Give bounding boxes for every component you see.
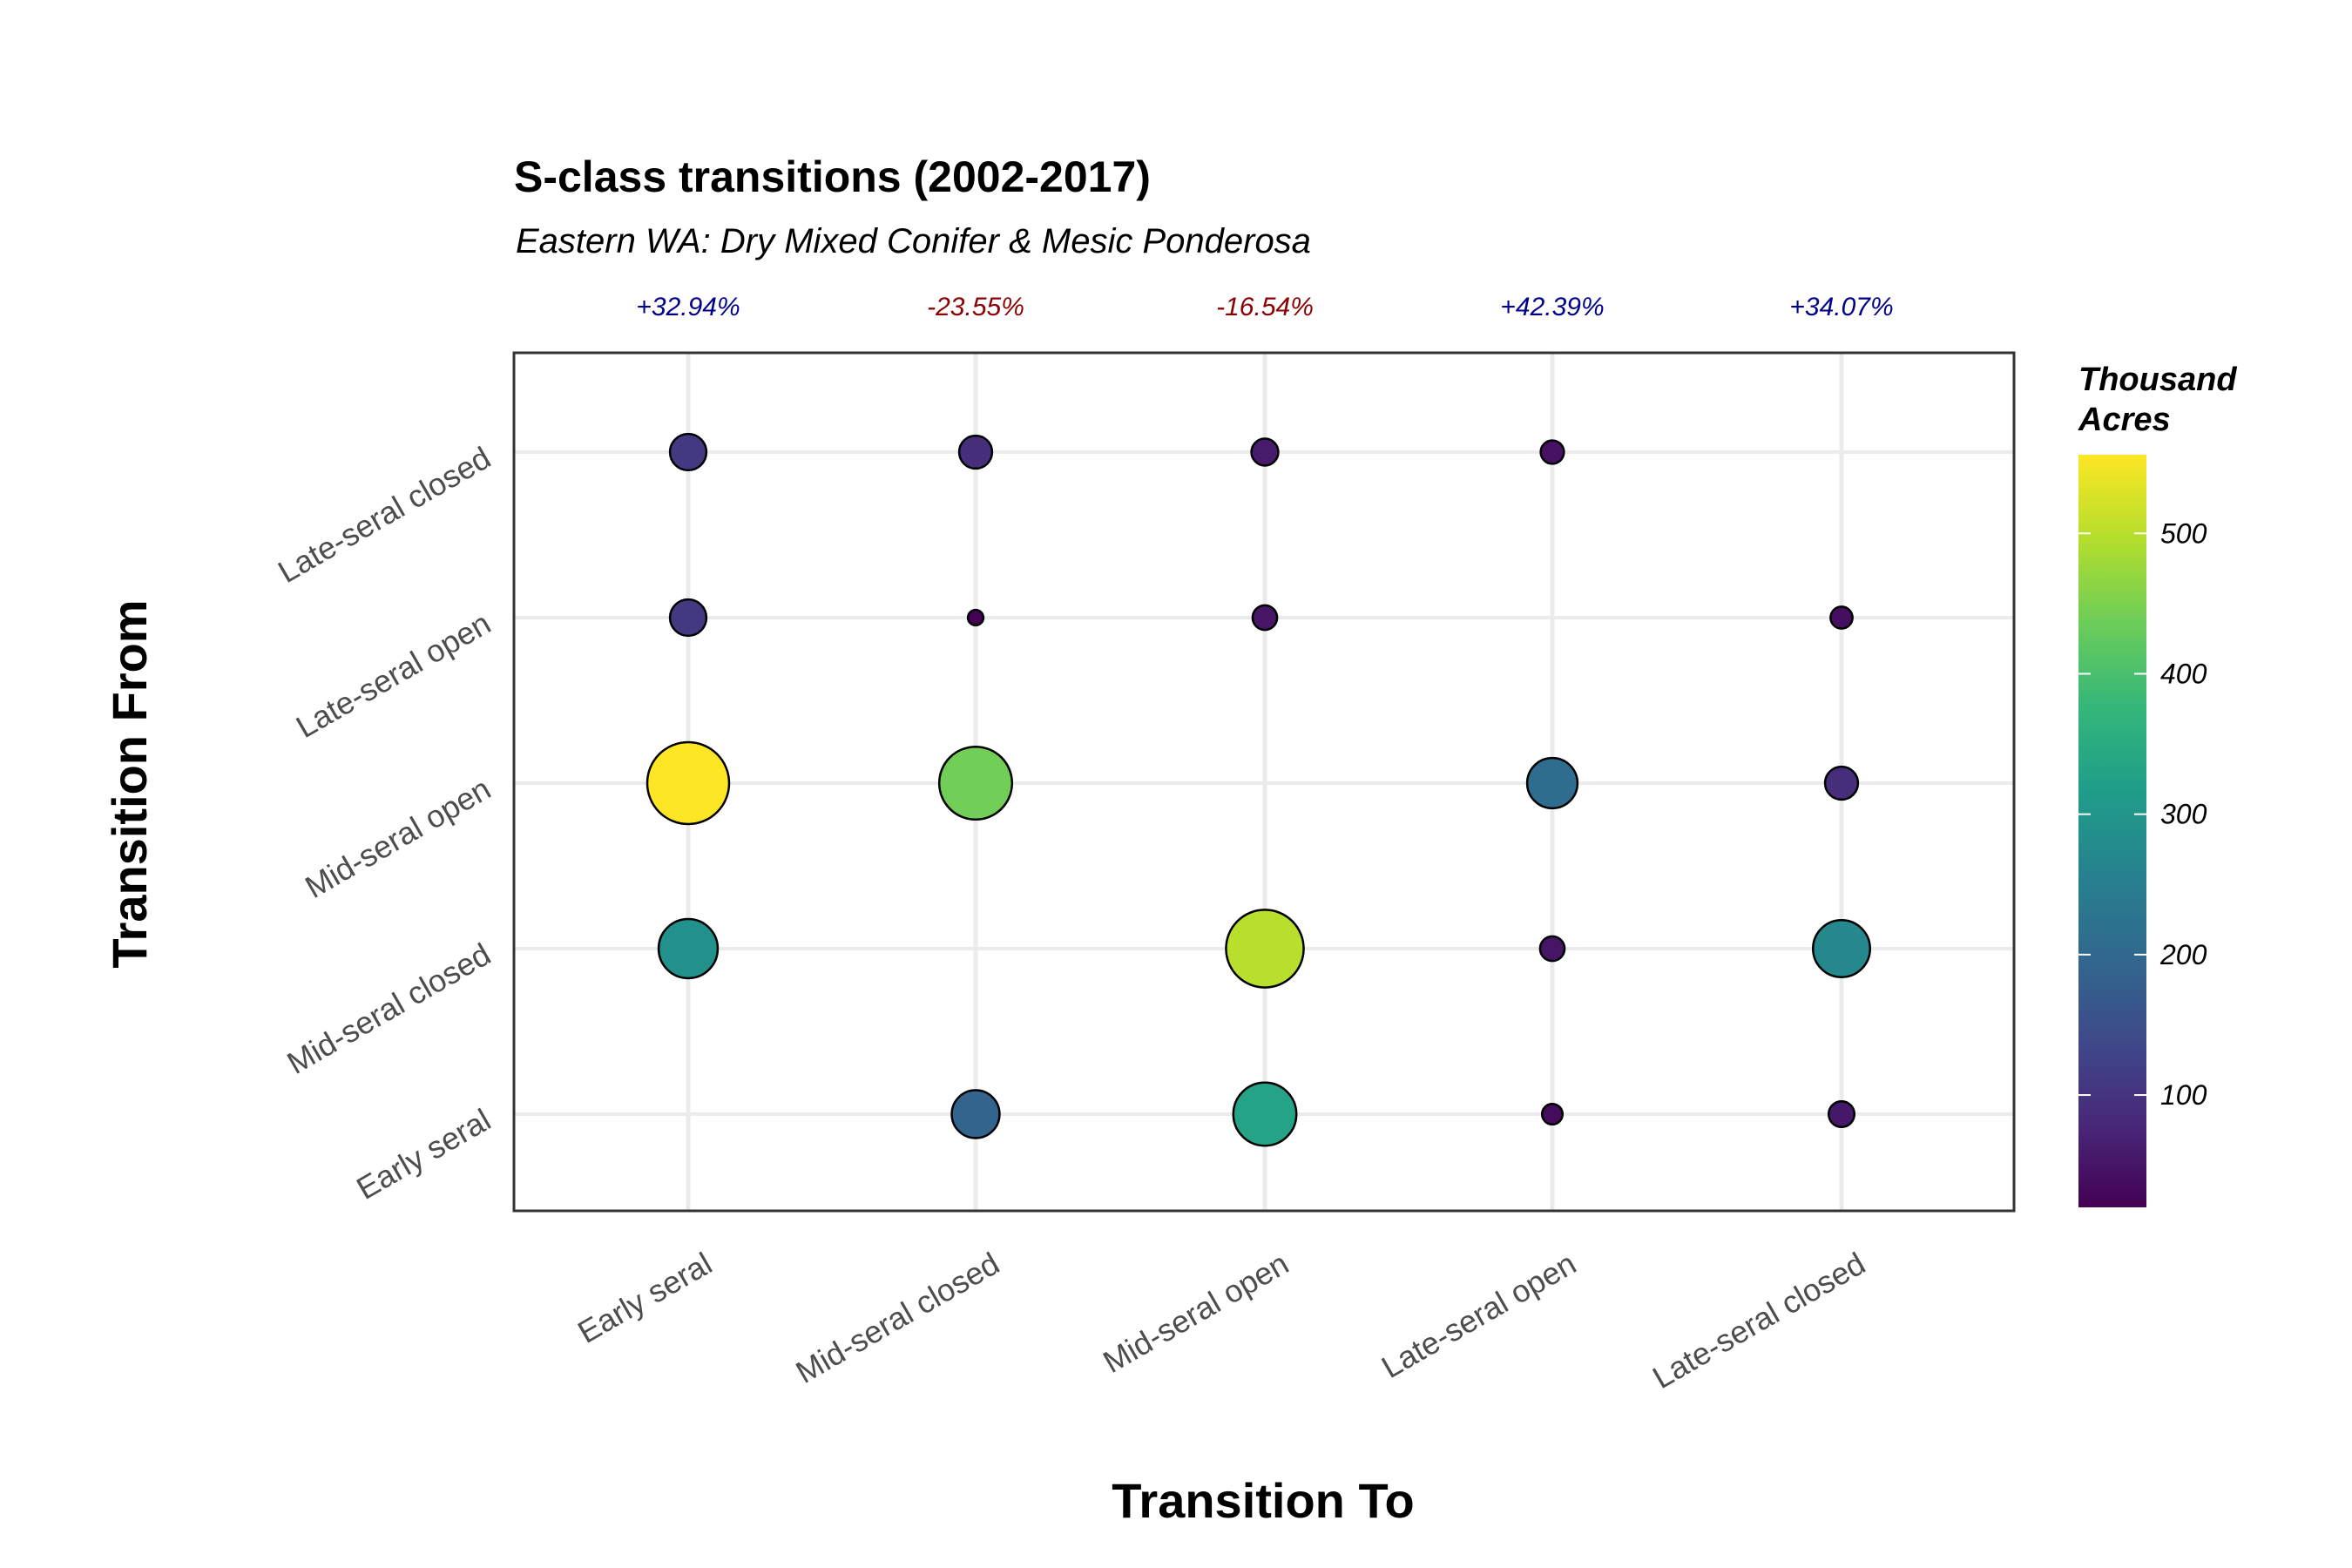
point-mid-seral-closed-to-late-seral-open: [1538, 935, 1566, 963]
change-label-late-seral-open: +42.39%: [1500, 293, 1604, 321]
column-change-labels: +32.94% -23.55% -16.54% +42.39% +34.07%: [636, 293, 1893, 321]
point-late-seral-closed-to-late-seral-open: [1539, 439, 1565, 465]
point-late-seral-closed-to-mid-seral-closed: [957, 434, 994, 470]
plot-panel: [512, 351, 2016, 1213]
point-mid-seral-open-to-early-seral: [645, 740, 731, 826]
color-legend: Thousand Acres 100 200 300 400 500: [2078, 362, 2237, 1207]
legend-tick-label-400: 400: [2160, 658, 2207, 689]
x-tick-late-seral-open: Late-seral open: [1375, 1245, 1582, 1385]
point-late-seral-closed-to-mid-seral-open: [1250, 437, 1280, 467]
y-tick-mid-seral-open: Mid-seral open: [299, 770, 497, 905]
point-mid-seral-closed-to-early-seral: [657, 917, 720, 980]
x-tick-late-seral-closed: Late-seral closed: [1646, 1245, 1871, 1396]
change-label-mid-seral-closed: -23.55%: [927, 293, 1024, 321]
legend-tick-label-200: 200: [2159, 939, 2207, 970]
point-early-seral-to-late-seral-open: [1540, 1102, 1565, 1126]
point-mid-seral-open-to-late-seral-open: [1525, 756, 1579, 810]
change-label-late-seral-closed: +34.07%: [1789, 293, 1893, 321]
y-tick-late-seral-closed: Late-seral closed: [272, 439, 497, 590]
legend-tick-label-500: 500: [2160, 517, 2207, 549]
point-early-seral-to-mid-seral-closed: [950, 1089, 1001, 1139]
x-axis-tick-labels: Early seral Mid-seral closed Mid-seral ope…: [571, 1245, 1871, 1396]
legend-title-line-2: Acres: [2078, 402, 2171, 438]
chart-subtitle: Eastern WA: Dry Mixed Conifer & Mesic Po…: [516, 222, 1311, 260]
data-points: [645, 432, 1871, 1147]
chart-title: S-class transitions (2002-2017): [514, 152, 1151, 201]
point-late-seral-open-to-mid-seral-open: [1251, 604, 1279, 632]
x-tick-mid-seral-open: Mid-seral open: [1097, 1245, 1294, 1380]
point-late-seral-open-to-early-seral: [668, 598, 708, 638]
point-early-seral-to-mid-seral-open: [1232, 1081, 1298, 1147]
y-axis-title: Transition From: [102, 599, 157, 968]
point-mid-seral-closed-to-late-seral-closed: [1812, 919, 1871, 978]
point-late-seral-open-to-mid-seral-closed: [966, 608, 985, 627]
y-tick-early-seral: Early seral: [350, 1101, 497, 1206]
x-axis-title: Transition To: [1112, 1473, 1414, 1528]
x-tick-mid-seral-closed: Mid-seral closed: [790, 1245, 1005, 1390]
legend-ticks: 100 200 300 400 500: [2078, 517, 2207, 1111]
y-axis-tick-labels: Early seral Mid-seral closed Mid-seral ope…: [272, 439, 497, 1206]
point-mid-seral-open-to-late-seral-closed: [1823, 765, 1860, 801]
point-late-seral-open-to-late-seral-closed: [1829, 605, 1854, 630]
y-tick-late-seral-open: Late-seral open: [290, 605, 497, 745]
point-mid-seral-open-to-mid-seral-closed: [937, 745, 1014, 821]
x-tick-early-seral: Early seral: [571, 1245, 718, 1350]
point-late-seral-closed-to-early-seral: [668, 432, 708, 472]
panel-border: [512, 351, 2016, 1213]
point-early-seral-to-late-seral-closed: [1827, 1099, 1856, 1129]
legend-title-line-1: Thousand: [2078, 362, 2237, 398]
change-label-early-seral: +32.94%: [636, 293, 740, 321]
point-mid-seral-closed-to-mid-seral-open: [1225, 909, 1305, 989]
change-label-mid-seral-open: -16.54%: [1216, 293, 1314, 321]
y-tick-mid-seral-closed: Mid-seral closed: [281, 936, 497, 1081]
legend-tick-label-100: 100: [2160, 1079, 2207, 1111]
legend-colorbar: [2078, 455, 2146, 1207]
legend-tick-label-300: 300: [2160, 799, 2207, 830]
